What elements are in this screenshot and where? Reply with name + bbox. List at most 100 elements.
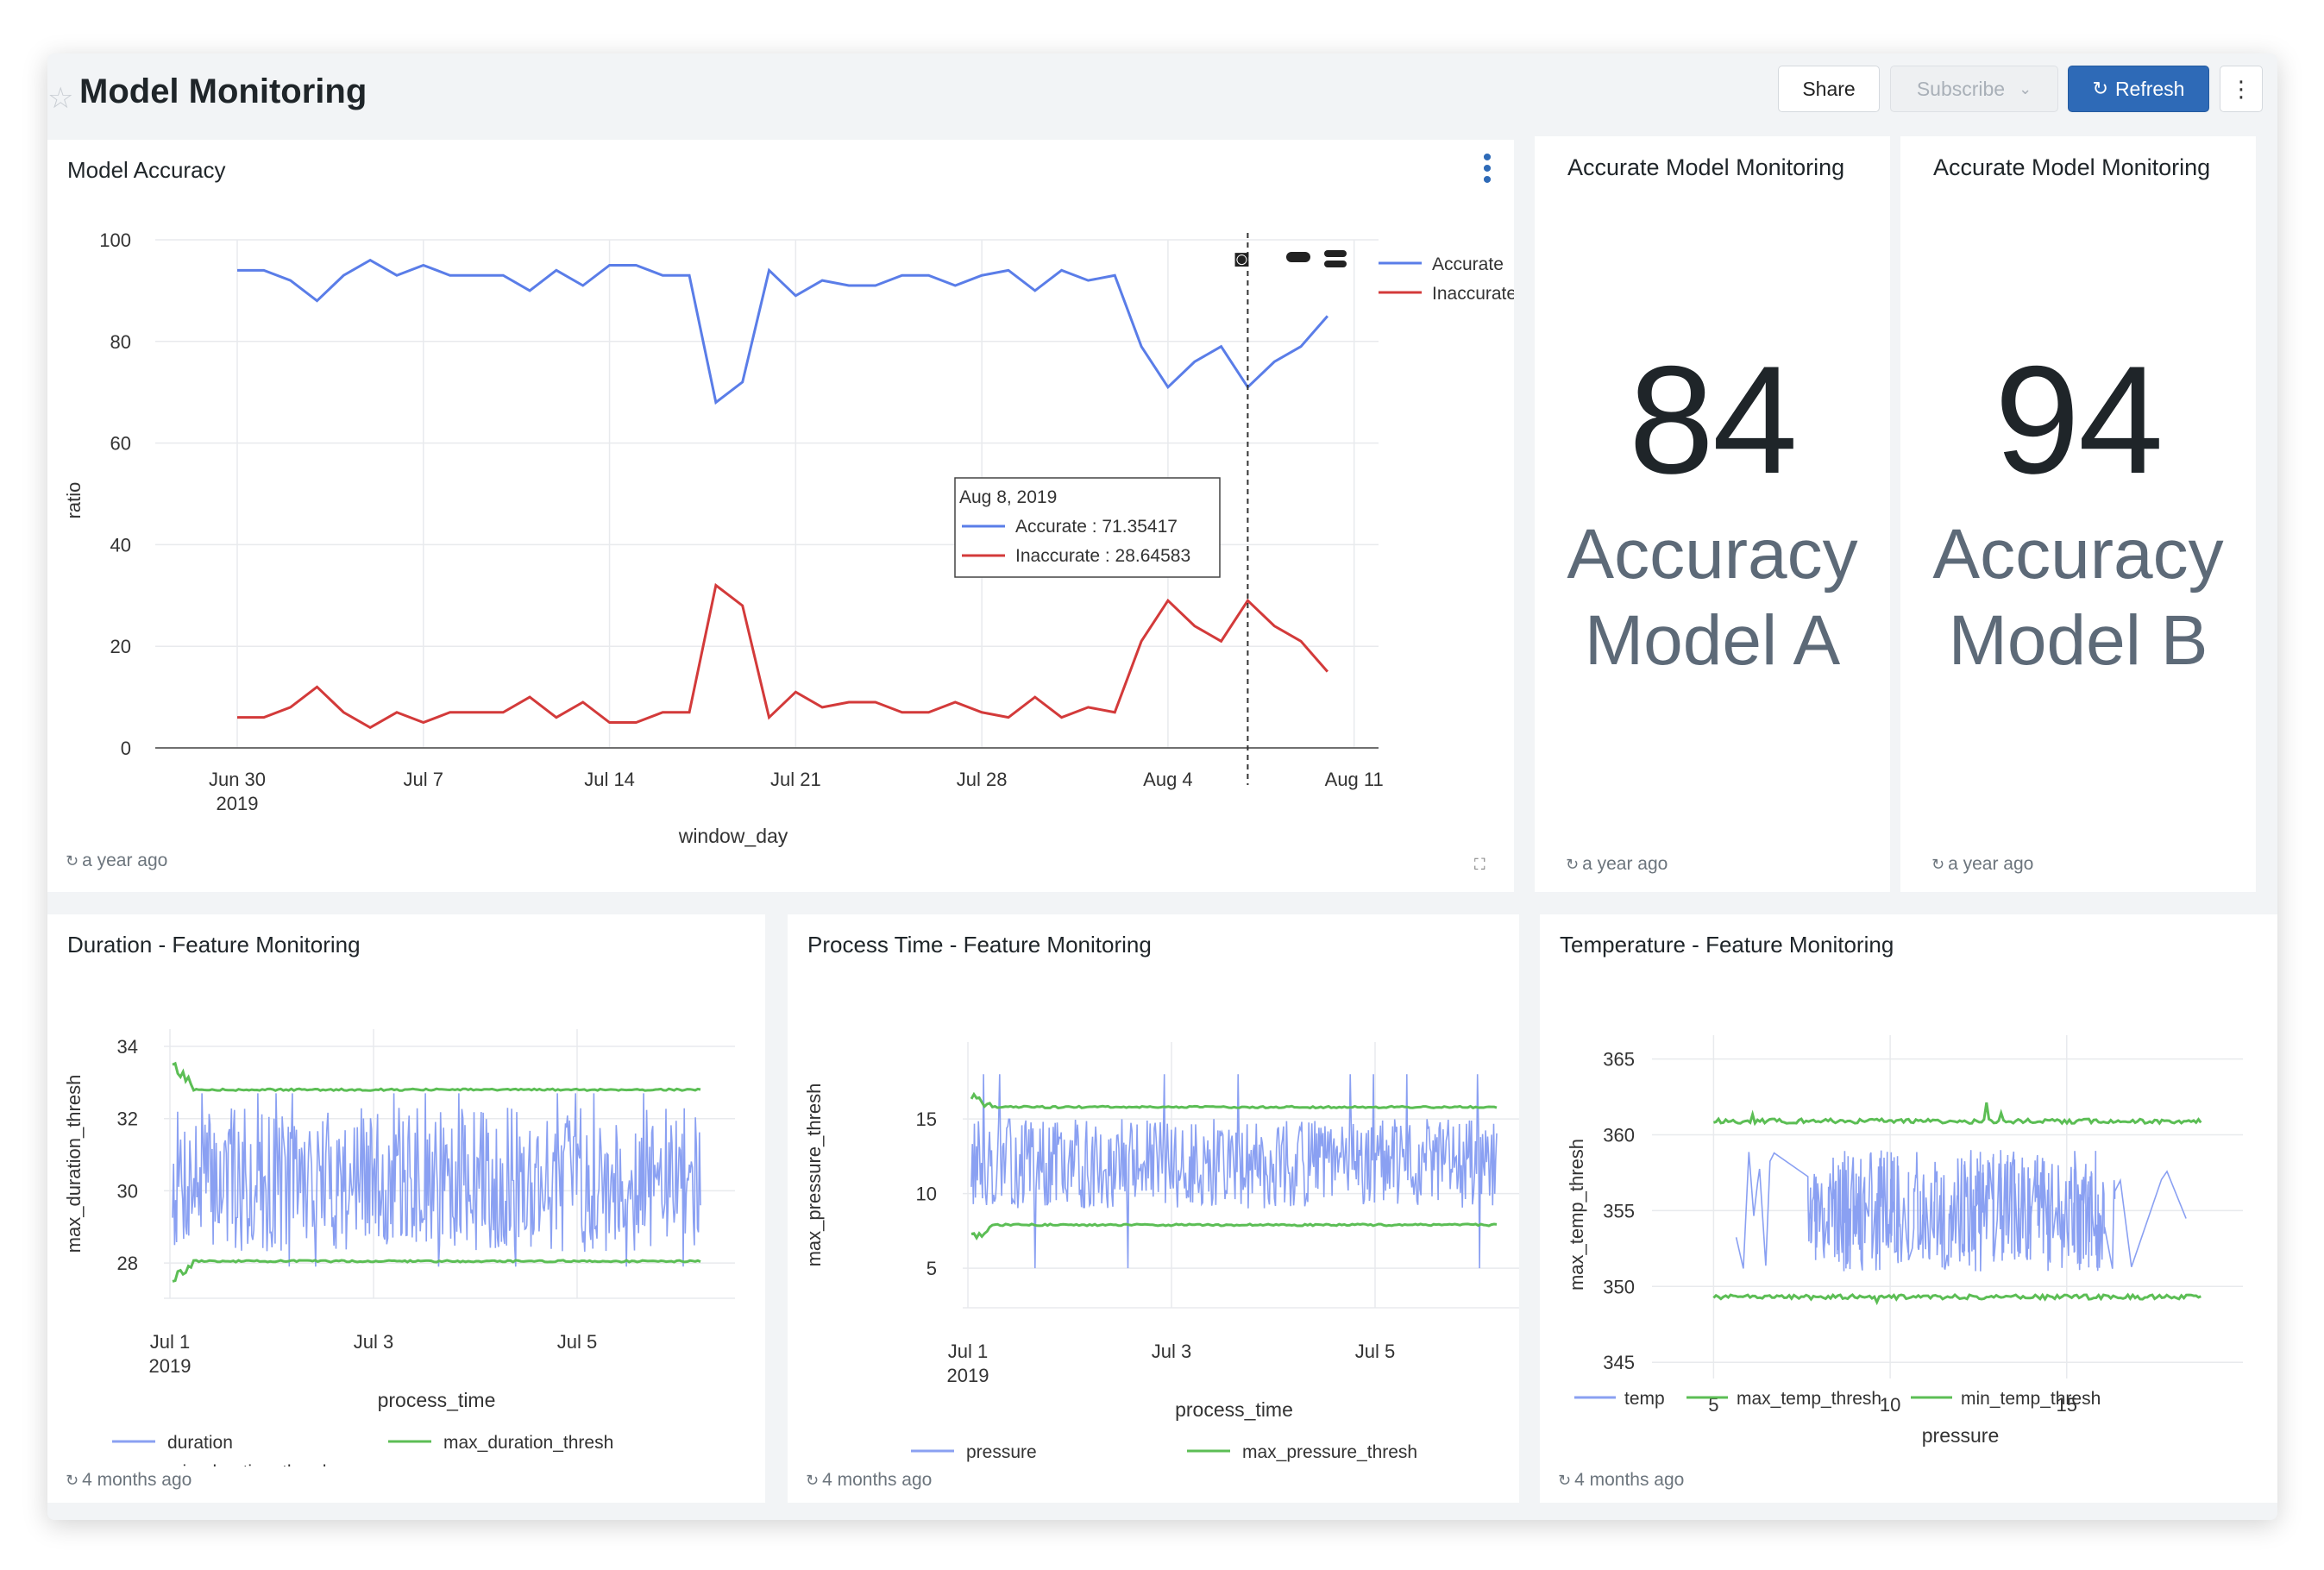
y-tick-label: 100 (99, 229, 131, 251)
x-tick-label: Jul 5 (1355, 1341, 1395, 1362)
panel-title: Accurate Model Monitoring (1567, 154, 1845, 180)
timestamp-text: a year ago (1948, 854, 2034, 874)
counter-panel-model-b: Accurate Model Monitoring 94 Accuracy Mo… (1900, 136, 2256, 892)
refresh-small-icon: ↻ (66, 1472, 79, 1489)
pan-icon (1324, 250, 1347, 257)
series-line-min_duration_thresh (172, 1259, 701, 1283)
x-tick-label: Jul 1 (948, 1341, 988, 1362)
y-tick-label: 5 (926, 1258, 937, 1279)
refresh-label: Refresh (2114, 77, 2185, 100)
x-tick-label: Jul 5 (557, 1331, 597, 1353)
y-tick-label: 355 (1603, 1200, 1635, 1221)
star-icon[interactable]: ☆ (47, 82, 74, 115)
series-line-min_pressure_thresh (970, 1222, 1498, 1240)
legend-label: max_temp_thresh (1737, 1389, 1881, 1409)
y-tick-label: 360 (1603, 1124, 1635, 1146)
panel-timestamp: ↻ a year ago (1566, 854, 1668, 875)
y-axis-title: max_pressure_thresh (803, 1083, 825, 1267)
x-tick-label: 10 (1880, 1394, 1900, 1416)
x-tick-label: Jul 28 (957, 769, 1008, 790)
process-time-panel: Process Time - Feature Monitoring 5 10 15 J… (788, 914, 1519, 1503)
duration-panel: Duration - Feature Monitoring 28 30 32 34 Ju… (47, 914, 765, 1503)
y-axis-title: max_temp_thresh (1566, 1139, 1587, 1291)
counter-label-line2: Model A (1584, 601, 1841, 680)
refresh-button[interactable]: ↻ Refresh (2068, 66, 2209, 112)
tooltip-accurate: Accurate : 71.35417 (1015, 517, 1178, 537)
legend-label: max_pressure_thresh (1242, 1442, 1417, 1462)
chevron-down-icon: ⌄ (2019, 79, 2032, 97)
panel-title: Process Time - Feature Monitoring (807, 932, 1152, 958)
timestamp-text: 4 months ago (822, 1470, 933, 1490)
x-tick-label: Jul 3 (354, 1331, 393, 1353)
series-line-pressure (970, 1074, 1498, 1269)
temperature-chart[interactable]: 345 350 355 360 365 5 10 15 pressure max_temp_thr… (1540, 914, 2277, 1466)
counter-panel-model-a: Accurate Model Monitoring 84 Accuracy Mo… (1535, 136, 1890, 892)
timestamp-text: a year ago (1582, 854, 1668, 874)
counter-label: Accuracy Model B (1900, 512, 2256, 684)
timestamp-text: 4 months ago (1574, 1470, 1685, 1490)
dashboard-window: ☆ Model Monitoring Share Subscribe ⌄ ↻ R… (47, 53, 2277, 1520)
more-vertical-icon[interactable]: ⋮ (2220, 66, 2263, 112)
panel-menu-icon[interactable]: • • • (1482, 143, 1492, 194)
y-tick-label: 10 (916, 1184, 937, 1205)
accuracy-chart[interactable]: 0 20 40 60 80 100 Jun 30 2019 Jul 7 Jul 14 Jul 21 J… (47, 140, 1514, 847)
legend-label: pressure (966, 1442, 1037, 1462)
process-time-chart[interactable]: 5 10 15 Jul 1 2019 Jul 3 Jul 5 process_time max_… (788, 914, 1519, 1466)
panel-timestamp: ↻ a year ago (1931, 854, 2033, 875)
temperature-panel: Temperature - Feature Monitoring 345 350 3… (1540, 914, 2277, 1503)
x-tick-label: 5 (1708, 1394, 1718, 1416)
x-tick-label: Jun 30 (209, 769, 266, 790)
share-button[interactable]: Share (1778, 66, 1880, 112)
y-axis-title: ratio (63, 482, 85, 519)
expand-icon[interactable]: ⛶ (1474, 856, 1485, 873)
legend-label: min_duration_thresh (167, 1462, 332, 1466)
panel-title: Duration - Feature Monitoring (67, 932, 361, 958)
legend-label: Accurate (1432, 254, 1504, 274)
x-tick-label: Aug 11 (1325, 769, 1384, 790)
y-tick-label: 15 (916, 1108, 937, 1130)
refresh-small-icon: ↻ (1566, 856, 1580, 873)
x-axis-title: process_time (378, 1389, 496, 1411)
series-line-min_temp_thresh (1712, 1292, 2202, 1306)
counter-value: 84 (1629, 334, 1798, 506)
x-tick-label: Jul 3 (1152, 1341, 1191, 1362)
y-tick-label: 28 (117, 1253, 138, 1274)
legend-label: temp (1624, 1389, 1665, 1409)
y-tick-label: 30 (117, 1180, 138, 1202)
panel-title: Accurate Model Monitoring (1933, 154, 2211, 180)
panel-timestamp: ↻ 4 months ago (806, 1470, 932, 1491)
y-tick-label: 345 (1603, 1352, 1635, 1373)
y-tick-label: 80 (110, 331, 131, 353)
refresh-small-icon: ↻ (806, 1472, 820, 1489)
x-tick-label-year: 2019 (947, 1365, 989, 1386)
x-tick-label: 15 (2057, 1394, 2077, 1416)
x-tick-label: Jul 14 (584, 769, 635, 790)
refresh-small-icon: ↻ (1558, 1472, 1572, 1489)
x-axis-title: window_day (678, 825, 788, 847)
refresh-small-icon: ↻ (1931, 856, 1945, 873)
y-tick-label: 32 (117, 1108, 138, 1130)
counter-label-line2: Model B (1948, 601, 2208, 680)
series-line-temp (1735, 1150, 2187, 1272)
subscribe-button[interactable]: Subscribe ⌄ (1890, 66, 2058, 112)
legend-label: Inaccurate (1432, 284, 1514, 304)
model-accuracy-panel: Model Accuracy • • • 0 20 40 60 80 100 Jun 30 201… (47, 140, 1514, 892)
camera-icon: ◙ (1234, 245, 1249, 272)
refresh-small-icon: ↻ (66, 852, 79, 870)
timestamp-text: a year ago (82, 851, 168, 870)
series-line-inaccurate (237, 582, 1328, 730)
x-tick-label: Aug 4 (1143, 769, 1193, 790)
tooltip-date: Aug 8, 2019 (959, 487, 1057, 507)
x-tick-label: Jul 7 (404, 769, 443, 790)
pan-icon-2 (1324, 261, 1347, 267)
counter-value: 94 (1994, 334, 2164, 506)
y-tick-label: 60 (110, 433, 131, 455)
y-tick-label: 365 (1603, 1049, 1635, 1071)
x-axis-title: pressure (1922, 1424, 1999, 1447)
y-tick-label: 34 (117, 1036, 138, 1058)
x-axis-title: process_time (1175, 1398, 1293, 1421)
panel-timestamp: ↻ 4 months ago (66, 1470, 192, 1491)
x-tick-label: Jul 1 (150, 1331, 190, 1353)
counter-label: Accuracy Model A (1535, 512, 1890, 684)
